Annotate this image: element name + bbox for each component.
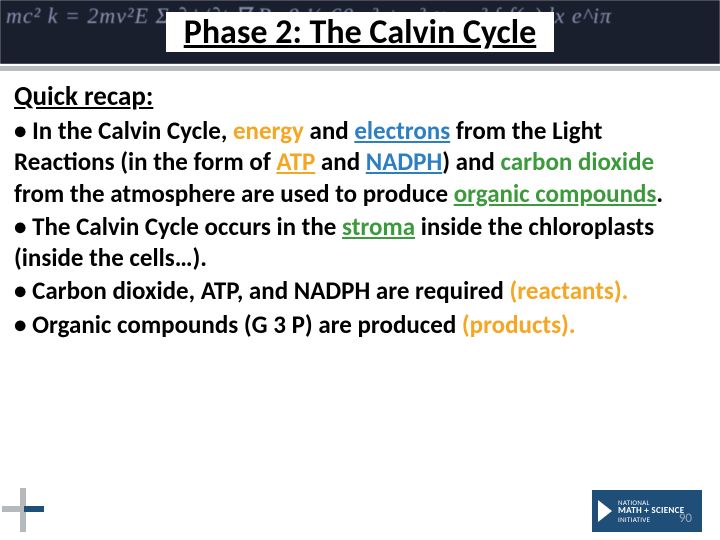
text: • Carbon dioxide, ATP, and NADPH are req… [14,275,509,306]
body-content: Quick recap: • In the Calvin Cycle, ener… [14,80,706,342]
bullet-3: • Carbon dioxide, ATP, and NADPH are req… [14,275,706,306]
text: • In the Calvin Cycle, [14,115,233,146]
logo-text: NATIONAL MATH + SCIENCE INITIATIVE [618,499,684,523]
text: ) and [442,146,500,177]
text: and [315,146,365,177]
slide: mc² k = 2mv²E Σ ∂ψ/∂t ∇·B=0 ½ 60 x² + y²… [0,0,720,540]
text: • Organic compounds (G 3 P) are produced [14,309,462,340]
plus-icon-left [2,506,22,512]
text: from the atmosphere are used to produce [14,178,454,209]
recap-heading: Quick recap: [14,80,706,113]
bullet-1: • In the Calvin Cycle, energy and electr… [14,115,706,209]
title-container: Phase 2: The Calvin Cycle [0,0,720,64]
page-number: 90 [679,511,692,526]
bullet-4: • Organic compounds (G 3 P) are produced… [14,309,706,340]
nadph-word: NADPH [366,146,442,177]
text: • The Calvin Cycle occurs in the [14,211,342,242]
energy-word: energy [233,115,304,146]
co2-word: carbon dioxide [500,146,654,177]
electrons-word: electrons [354,115,450,146]
plus-icon-right [24,506,44,512]
logo-triangle-icon [598,500,612,522]
header-divider [0,64,720,73]
organic-word: organic compounds [454,178,657,209]
slide-title: Phase 2: The Calvin Cycle [166,12,555,51]
text: . [656,178,663,209]
logo-line3: INITIATIVE [618,516,684,523]
bullet-2: • The Calvin Cycle occurs in the stroma … [14,211,706,274]
atp-word: ATP [276,146,315,177]
products-word: (products). [462,309,576,340]
reactants-word: (reactants). [509,275,628,306]
text: and [304,115,354,146]
stroma-word: stroma [342,211,415,242]
